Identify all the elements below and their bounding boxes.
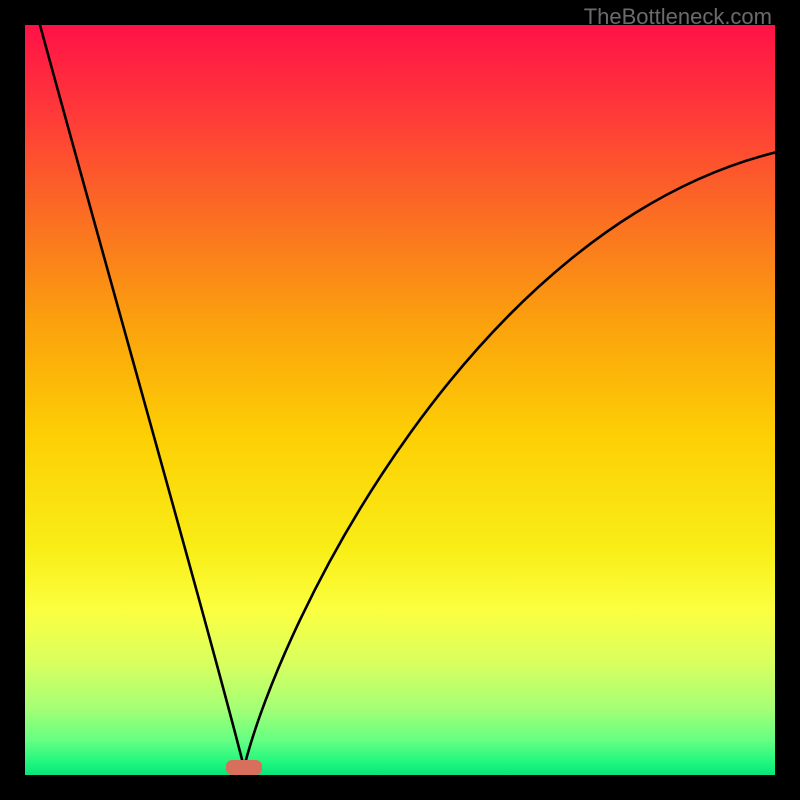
bottleneck-curve [25,25,775,775]
plot-area [25,25,775,775]
optimal-point-marker [226,760,262,775]
root-frame: TheBottleneck.com [0,0,800,800]
watermark-text: TheBottleneck.com [584,4,772,30]
